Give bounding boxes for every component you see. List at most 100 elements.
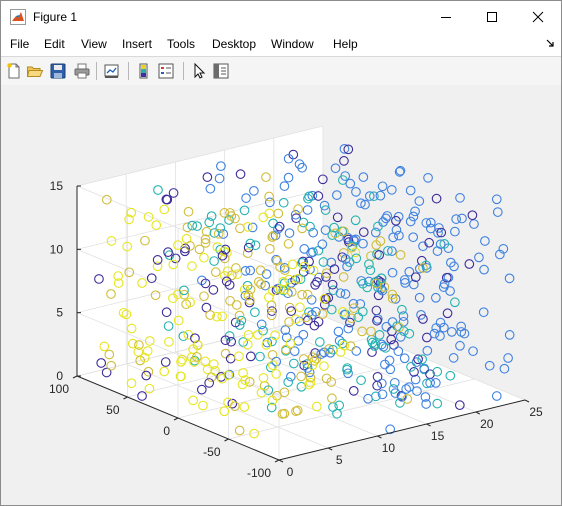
insert-colorbar-icon[interactable] bbox=[135, 62, 153, 80]
property-inspector-icon[interactable] bbox=[212, 62, 230, 80]
scatter-point bbox=[394, 322, 405, 333]
menu-window[interactable]: Window bbox=[271, 37, 314, 51]
scatter-point bbox=[178, 331, 189, 342]
scatter-point bbox=[261, 340, 272, 350]
scatter-point bbox=[281, 344, 291, 355]
scatter-point bbox=[219, 406, 230, 417]
dock-arrow-icon[interactable] bbox=[545, 38, 555, 48]
scatter-point bbox=[405, 185, 416, 196]
scatter-point bbox=[338, 226, 349, 237]
menu-bar: File Edit View Insert Tools Desktop Wind… bbox=[1, 32, 561, 56]
scatter-point bbox=[421, 332, 432, 343]
scatter-point bbox=[242, 222, 253, 232]
matlab-logo-icon bbox=[10, 8, 26, 25]
scatter-point bbox=[445, 286, 455, 296]
scatter-point bbox=[311, 306, 321, 317]
menu-insert[interactable]: Insert bbox=[122, 37, 153, 51]
scatter-point bbox=[310, 279, 321, 290]
scatter-point bbox=[381, 321, 392, 332]
scatter-point bbox=[161, 194, 172, 205]
scatter-point bbox=[258, 372, 269, 383]
scatter-point bbox=[220, 348, 231, 359]
scatter-point bbox=[163, 321, 174, 331]
scatter-point bbox=[298, 354, 309, 364]
scatter-point bbox=[339, 340, 350, 351]
scatter-point bbox=[283, 377, 294, 387]
menu-file[interactable]: File bbox=[10, 37, 30, 51]
scatter-point bbox=[372, 380, 382, 391]
scatter-point bbox=[286, 306, 297, 316]
scatter-point bbox=[250, 240, 261, 251]
maximize-button[interactable] bbox=[469, 1, 515, 32]
scatter-point bbox=[205, 183, 216, 194]
scatter-point bbox=[245, 265, 256, 276]
scatter-point bbox=[234, 425, 245, 436]
scatter-point bbox=[256, 319, 267, 330]
grid-line bbox=[76, 188, 324, 250]
scatter-point bbox=[266, 310, 277, 321]
scatter-point bbox=[432, 398, 443, 409]
y-tick-label: -50 bbox=[203, 445, 221, 459]
scatter-point bbox=[404, 328, 415, 339]
scatter-point bbox=[399, 353, 410, 364]
figure-canvas[interactable]: 0 5 10 15 20 25 -100 -50 0 50 100 0 5 10 15 bbox=[1, 85, 561, 505]
menu-view[interactable]: View bbox=[81, 37, 107, 51]
scatter-point bbox=[285, 371, 296, 382]
scatter-point bbox=[243, 242, 254, 253]
menu-tools[interactable]: Tools bbox=[167, 37, 196, 51]
menu-edit[interactable]: Edit bbox=[44, 37, 65, 51]
scatter-point bbox=[229, 401, 240, 412]
scatter-point bbox=[504, 273, 515, 284]
scatter-point bbox=[302, 205, 313, 215]
scatter-point bbox=[457, 213, 467, 224]
scatter-point bbox=[231, 300, 242, 310]
scatter-point bbox=[126, 207, 137, 218]
print-icon[interactable] bbox=[73, 62, 91, 80]
scatter-point bbox=[164, 336, 174, 347]
scatter-point bbox=[370, 339, 381, 349]
menu-help[interactable]: Help bbox=[333, 37, 358, 51]
scatter-point bbox=[263, 385, 274, 396]
scatter-point bbox=[304, 191, 314, 202]
minimize-button[interactable] bbox=[423, 1, 469, 32]
save-icon[interactable] bbox=[49, 62, 67, 80]
scatter-point bbox=[200, 238, 211, 248]
link-plot-icon[interactable] bbox=[103, 62, 121, 80]
scatter-point bbox=[357, 306, 368, 317]
close-button[interactable] bbox=[515, 1, 561, 32]
scatter-point bbox=[245, 238, 256, 249]
scatter-point bbox=[404, 266, 415, 277]
menu-desktop[interactable]: Desktop bbox=[212, 37, 257, 51]
scatter-point bbox=[345, 341, 356, 351]
scatter-point bbox=[409, 367, 419, 377]
scatter-point bbox=[455, 340, 465, 351]
x-tick bbox=[377, 435, 382, 439]
title-bar[interactable]: Figure 1 bbox=[1, 1, 561, 32]
open-file-icon[interactable] bbox=[26, 62, 44, 80]
scatter-point bbox=[356, 375, 366, 386]
scatter-point bbox=[309, 355, 320, 366]
scatter-point bbox=[425, 217, 436, 228]
scatter-point bbox=[394, 167, 405, 177]
scatter-point bbox=[397, 304, 407, 315]
scatter-point bbox=[445, 370, 456, 381]
y-tick bbox=[173, 417, 179, 421]
new-figure-icon[interactable] bbox=[5, 62, 23, 80]
scatter-point bbox=[394, 230, 404, 241]
edit-plot-arrow-icon[interactable] bbox=[190, 62, 208, 80]
scatter-point bbox=[137, 391, 147, 401]
scatter-point bbox=[356, 276, 367, 286]
scatter-point bbox=[247, 222, 258, 233]
scatter-point bbox=[225, 208, 235, 218]
scatter-point bbox=[279, 408, 290, 419]
insert-legend-icon[interactable] bbox=[157, 62, 175, 80]
scatter-point bbox=[332, 190, 342, 200]
scatter-point bbox=[199, 291, 209, 302]
scatter-point bbox=[318, 257, 329, 267]
scatter-point bbox=[425, 223, 436, 234]
scatter-point bbox=[445, 257, 456, 268]
scatter-point bbox=[255, 351, 265, 362]
scatter-point bbox=[227, 398, 238, 409]
scatter-point bbox=[316, 349, 326, 359]
